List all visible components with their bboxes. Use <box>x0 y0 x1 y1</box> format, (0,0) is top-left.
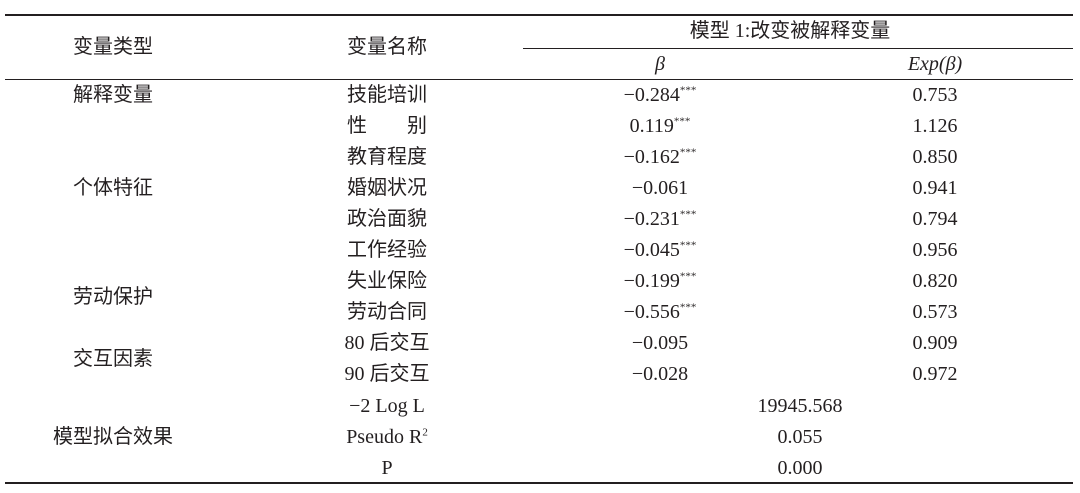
row-beta: −0.556*** <box>623 301 697 323</box>
row-name: 90 后交互 <box>344 363 430 385</box>
group-label: 解释变量 <box>73 84 153 106</box>
header-exp-beta: Exp(β) <box>907 53 963 75</box>
fit-name: P <box>381 457 393 479</box>
fit-value: 0.055 <box>777 426 823 448</box>
row-beta: −0.028 <box>631 363 689 385</box>
row-name: 婚姻状况 <box>347 177 427 199</box>
row-beta: −0.284*** <box>623 84 697 106</box>
row-exp: 0.909 <box>912 332 958 354</box>
group-label: 劳动保护 <box>73 286 153 308</box>
row-exp: 0.753 <box>912 84 958 106</box>
row-name: 工作经验 <box>347 239 427 261</box>
row-beta: −0.045*** <box>623 239 697 261</box>
header-rule <box>5 79 1073 80</box>
row-beta: 0.119*** <box>629 115 691 137</box>
row-exp: 0.956 <box>912 239 958 261</box>
row-exp: 0.972 <box>912 363 958 385</box>
row-beta: −0.162*** <box>623 146 697 168</box>
row-name: 失业保险 <box>347 270 427 292</box>
row-name: 教育程度 <box>347 146 427 168</box>
row-exp: 0.850 <box>912 146 958 168</box>
fit-name: −2 Log L <box>349 395 425 417</box>
row-name: 劳动合同 <box>347 301 427 323</box>
header-model-title: 模型 1:改变被解释变量 <box>689 20 891 42</box>
row-exp: 0.820 <box>912 270 958 292</box>
row-exp: 1.126 <box>912 115 958 137</box>
header-variable-name: 变量名称 <box>347 36 427 58</box>
row-exp: 0.941 <box>912 177 958 199</box>
row-beta: −0.095 <box>631 332 689 354</box>
header-beta: β <box>655 53 665 75</box>
header-variable-type: 变量类型 <box>73 36 153 58</box>
fit-value: 19945.568 <box>757 395 843 417</box>
top-rule <box>5 14 1073 16</box>
row-beta: −0.061 <box>631 177 689 199</box>
row-name: 80 后交互 <box>344 332 430 354</box>
group-label: 模型拟合效果 <box>53 426 173 448</box>
group-label: 个体特征 <box>73 177 153 199</box>
row-beta: −0.231*** <box>623 208 697 230</box>
bottom-rule <box>5 482 1073 484</box>
row-name: 技能培训 <box>347 84 427 106</box>
row-beta: −0.199*** <box>623 270 697 292</box>
row-exp: 0.794 <box>912 208 958 230</box>
fit-name: Pseudo R2 <box>346 426 428 448</box>
row-name: 政治面貌 <box>347 208 427 230</box>
model-header-rule <box>523 48 1073 49</box>
row-exp: 0.573 <box>912 301 958 323</box>
row-name: 性 别 <box>347 115 427 137</box>
fit-value: 0.000 <box>777 457 823 479</box>
group-label: 交互因素 <box>73 348 153 370</box>
